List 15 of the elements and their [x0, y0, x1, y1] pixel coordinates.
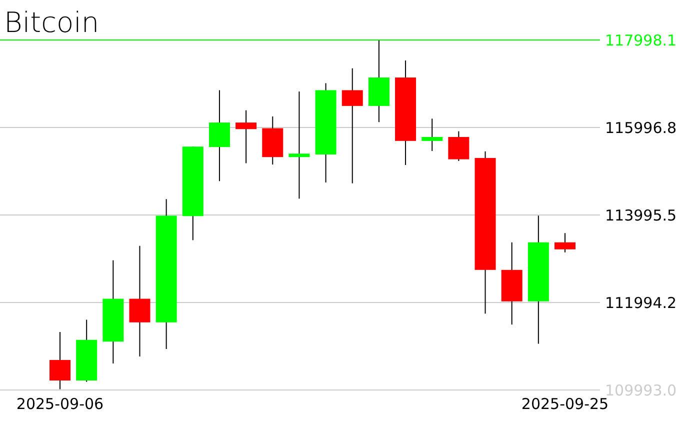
y-tick-label: 115996.8: [605, 118, 676, 137]
candlestick: [448, 130, 470, 162]
candlestick: [50, 331, 70, 390]
x-tick-label: 2025-09-25: [521, 395, 609, 413]
candlestick: [554, 232, 576, 253]
x-tick-label: 2025-09-06: [16, 395, 104, 413]
ref-line-label: 117998.1: [605, 31, 676, 50]
y-tick-label: 113995.5: [605, 206, 676, 224]
candlestick: [288, 91, 310, 200]
candlestick: [129, 245, 150, 357]
y-tick-label: 111994.2: [605, 294, 676, 312]
candlestick: [236, 110, 257, 164]
candlestick: [342, 68, 363, 184]
chart-title: Bitcoin: [4, 6, 100, 39]
candlestick: [422, 118, 443, 152]
